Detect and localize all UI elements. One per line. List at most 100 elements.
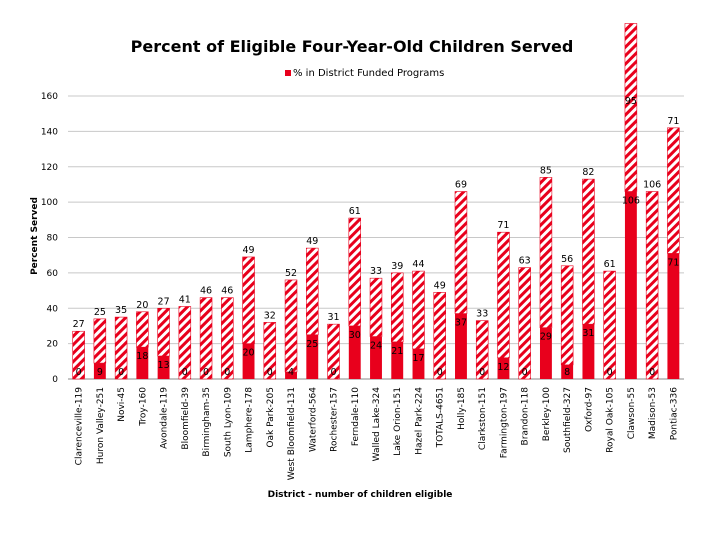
bar-other	[454, 191, 468, 314]
y-axis-ticks: 0 20 40 60 80 100 120 140 160	[41, 92, 58, 385]
legend-label: % in District Funded Programs	[293, 68, 444, 79]
category-label: Lamphere-178	[245, 387, 255, 453]
bar-other	[582, 178, 595, 325]
category-label: Hazel Park-224	[414, 387, 424, 455]
bar-district	[157, 356, 170, 379]
bar-other	[136, 311, 149, 348]
y-tick-label: 120	[41, 163, 58, 173]
bar-district	[391, 341, 404, 379]
data-label-district: 71	[667, 257, 679, 268]
category-label: Avondale-119	[160, 387, 170, 449]
category-label: Birmingham-35	[202, 387, 212, 457]
data-label-other: 63	[519, 256, 531, 267]
category-label: Oak Park-205	[266, 387, 276, 448]
bar-other	[263, 322, 277, 380]
data-label-other: 32	[264, 310, 276, 321]
data-label-other: 44	[412, 259, 424, 270]
category-label: Walled Lake-324	[372, 387, 382, 462]
data-label-other: 106	[643, 180, 661, 191]
data-label-other: 49	[243, 245, 255, 256]
bar-other	[539, 177, 553, 329]
category-label: South Lyon-109	[223, 387, 233, 457]
category-label: Pontiac-336	[669, 387, 679, 441]
category-label: Oxford-97	[584, 387, 594, 432]
bar-other	[390, 272, 404, 343]
data-label-other: 85	[540, 165, 552, 176]
data-label-district: 9	[97, 367, 103, 378]
bar-other	[114, 316, 128, 380]
data-label-district: 0	[203, 367, 209, 378]
data-label-other: 31	[327, 312, 339, 323]
bar-other	[93, 318, 107, 364]
bar-district	[348, 325, 361, 379]
data-label-district: 0	[224, 367, 230, 378]
bar-other	[242, 256, 255, 344]
bar-other	[645, 191, 659, 380]
data-label-district: 0	[479, 367, 485, 378]
data-label-district: 30	[349, 330, 361, 341]
bar-other	[221, 297, 234, 380]
category-label: Lake Orion-151	[393, 387, 403, 456]
bar-other	[327, 323, 340, 380]
data-label-other: 56	[561, 254, 573, 265]
data-label-district: 0	[649, 367, 655, 378]
category-labels: Clarenceville-119 Huron Valley-251 Novi-45…	[75, 387, 680, 481]
y-tick-label: 0	[52, 375, 58, 385]
bar-other	[667, 127, 680, 254]
bar-district	[93, 363, 106, 379]
category-label: Berkley-100	[542, 387, 552, 442]
bar-district	[455, 313, 467, 379]
data-label-other: 20	[136, 300, 148, 311]
category-label: West Bloomfield-131	[287, 387, 297, 480]
bar-district	[136, 347, 149, 379]
bar-district	[242, 343, 255, 379]
y-tick-label: 140	[41, 127, 58, 137]
category-label: Waterford-564	[308, 387, 318, 452]
bar-other	[475, 320, 489, 380]
y-tick-label: 160	[41, 92, 58, 102]
legend-swatch	[285, 70, 291, 76]
bar-district	[539, 327, 552, 379]
bar-other	[284, 279, 298, 373]
bar-other	[624, 23, 638, 192]
bar-other	[72, 330, 85, 380]
data-label-other: 69	[455, 180, 467, 191]
data-label-other: 27	[158, 296, 170, 307]
bar-district	[306, 334, 319, 379]
data-label-other: 46	[221, 286, 233, 297]
bar-district	[370, 336, 382, 379]
data-label-other: 49	[306, 236, 318, 247]
bar-other	[348, 217, 362, 327]
data-label-other: 27	[73, 319, 85, 330]
data-label-district: 20	[243, 348, 255, 359]
data-label-district: 21	[391, 346, 403, 357]
data-label-district: 4	[288, 367, 294, 378]
data-label-district: 0	[267, 367, 273, 378]
data-label-other: 82	[582, 167, 594, 178]
bar-other	[603, 270, 616, 380]
category-label: Rochester-157	[330, 387, 340, 452]
data-label-district: 0	[437, 367, 443, 378]
category-label: TOTALS-4651	[436, 387, 446, 448]
category-label: Clarkston-151	[478, 387, 488, 450]
data-label-district: 8	[564, 367, 570, 378]
bar-district	[497, 357, 510, 379]
data-label-district: 18	[136, 351, 148, 362]
y-tick-label: 80	[47, 234, 59, 244]
data-label-district: 24	[370, 341, 382, 352]
category-label: Southfield-327	[563, 387, 573, 453]
data-label-district: 0	[182, 367, 188, 378]
bar-other	[433, 292, 446, 380]
legend: % in District Funded Programs	[285, 68, 444, 79]
data-label-other: 49	[434, 280, 446, 291]
y-tick-label: 20	[47, 340, 59, 350]
category-label: Bloomfield-39	[181, 387, 191, 450]
category-label: Madison-53	[648, 387, 658, 439]
category-label: Troy-160	[138, 387, 148, 427]
data-label-other: 52	[285, 268, 297, 279]
y-tick-label: 100	[41, 198, 58, 208]
bar-other	[412, 270, 425, 350]
bar-other	[497, 231, 510, 359]
bar-district	[667, 253, 680, 379]
data-label-district: 37	[455, 318, 467, 329]
